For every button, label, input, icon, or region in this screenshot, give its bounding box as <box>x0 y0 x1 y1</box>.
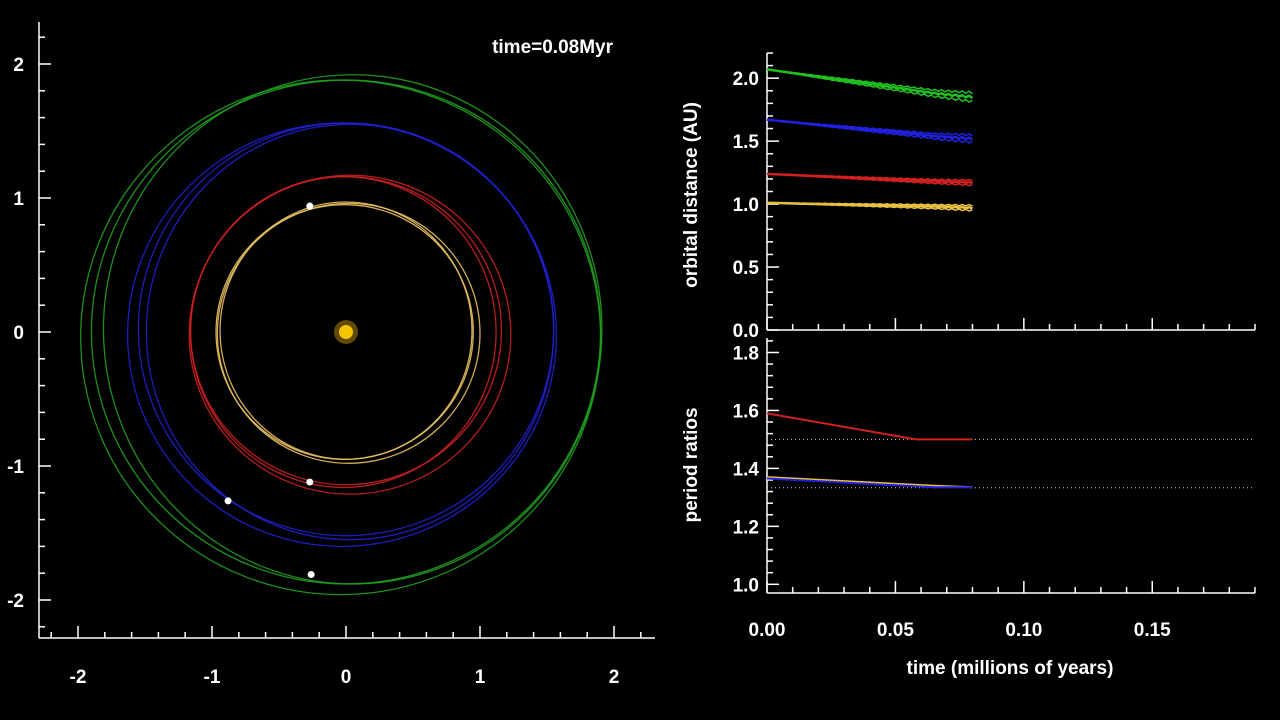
distance-y-tick-label: 0.5 <box>733 258 760 279</box>
ratio-y-tick-label: 1.4 <box>733 459 760 480</box>
orbit-x-tick-label: -2 <box>70 667 87 688</box>
orbit-ring-3 <box>126 122 558 548</box>
ratio-y-tick-label: 1.8 <box>733 343 759 364</box>
planet-1 <box>306 202 314 210</box>
orbit-ring-1 <box>216 202 481 464</box>
distance-y-tick-label: 1.0 <box>733 195 759 216</box>
ratio-y-tick-label: 1.6 <box>733 401 759 422</box>
distance-y-tick-label: 2.0 <box>733 69 759 90</box>
planet-3 <box>224 497 232 505</box>
orbit-ring-3 <box>145 123 555 541</box>
ratio-series-1 <box>766 412 973 441</box>
orbit-x-tick-label: 1 <box>475 667 486 688</box>
ratio-series-3 <box>766 477 973 489</box>
orbit-ring-2 <box>188 174 512 495</box>
distance-series-1 <box>766 68 974 100</box>
orbit-ring-2 <box>189 175 497 489</box>
ratio-y-tick-label: 1.0 <box>733 575 759 596</box>
orbit-y-tick-label: 0 <box>13 323 24 344</box>
distance-y-tick-label: 0.0 <box>733 321 759 342</box>
ratio-x-tick-label: 0.15 <box>1134 620 1171 641</box>
planet-4 <box>307 571 315 579</box>
orbit-x-tick-label: -1 <box>204 667 221 688</box>
ratio-x-tick-label: 0.05 <box>877 620 914 641</box>
ratio-y-tick-label: 1.2 <box>733 517 759 538</box>
plot-layer: -2 -1 0 1 2 -2 -1 0 1 2 0.0 0.5 1.0 1.5 2.0 1.0 1.2 1.4 1.… <box>7 22 1256 688</box>
orbit-y-tick-label: 1 <box>13 189 24 210</box>
ratio-x-tick-label: 0.00 <box>749 620 786 641</box>
orbit-x-tick-label: 0 <box>341 667 352 688</box>
distance-series-3 <box>766 172 973 185</box>
orbit-ring-1 <box>219 201 473 460</box>
distance-series-2 <box>766 118 974 141</box>
time-label: time=0.08Myr <box>492 37 614 58</box>
ratio-x-tick-label: 0.10 <box>1005 620 1042 641</box>
planet-2 <box>306 478 314 486</box>
orbit-ring-4 <box>102 74 603 585</box>
orbit-y-tick-label: -1 <box>7 457 24 478</box>
orbit-y-tick-label: 2 <box>13 55 24 76</box>
distance-series-4 <box>766 201 973 210</box>
distance-ylabel: orbital distance (AU) <box>681 102 702 288</box>
time-xlabel: time (millions of years) <box>907 658 1114 679</box>
orbit-ring-4 <box>80 79 602 596</box>
orbit-x-tick-label: 2 <box>609 667 620 688</box>
ratio-ylabel: period ratios <box>681 407 702 522</box>
orbit-y-tick-label: -2 <box>7 591 24 612</box>
ratio-series-2 <box>766 476 973 489</box>
star <box>339 325 353 339</box>
distance-y-tick-label: 1.5 <box>733 132 760 153</box>
